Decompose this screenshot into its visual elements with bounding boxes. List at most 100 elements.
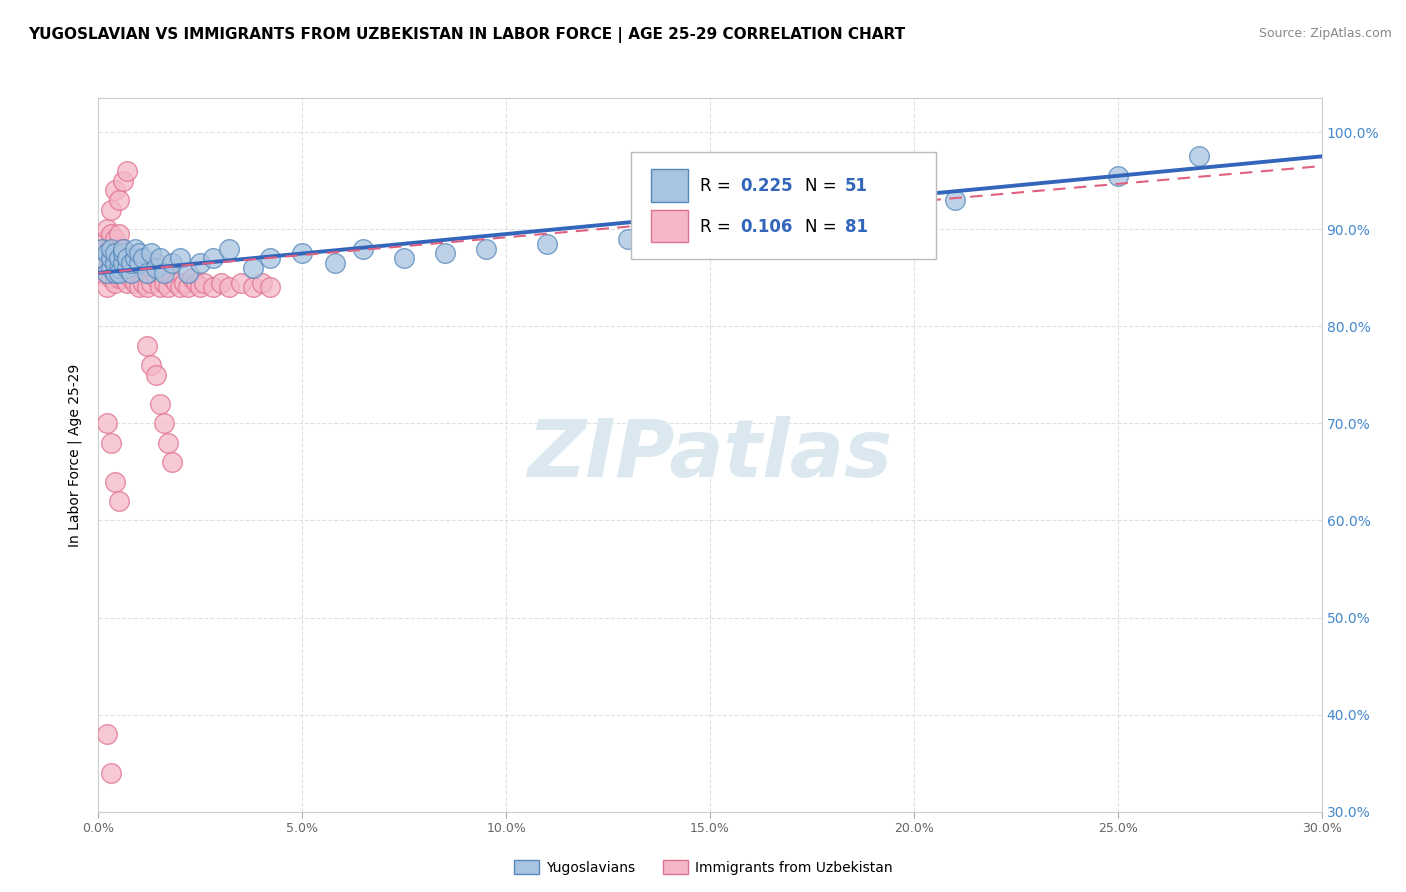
Point [128, 246, 150, 260]
Point [145, 368, 167, 382]
Point [218, 242, 240, 256]
Point [392, 252, 416, 266]
Text: N =: N = [806, 218, 842, 235]
Point [136, 266, 159, 280]
Point [96, 280, 118, 294]
Point [120, 256, 142, 270]
Point [136, 280, 159, 294]
Point [132, 252, 155, 266]
Point [96, 727, 118, 741]
Point [100, 252, 122, 266]
Point [132, 276, 155, 290]
Point [108, 252, 131, 266]
FancyBboxPatch shape [651, 169, 688, 202]
Point [108, 242, 131, 256]
Point [160, 455, 183, 469]
Point [96, 266, 118, 280]
Point [186, 276, 208, 290]
Point [91, 252, 114, 266]
Point [100, 765, 122, 780]
Point [141, 260, 163, 275]
Point [617, 232, 640, 246]
Point [231, 276, 253, 290]
Point [177, 280, 200, 294]
Text: R =: R = [700, 218, 737, 235]
Text: Source: ZipAtlas.com: Source: ZipAtlas.com [1258, 27, 1392, 40]
Point [96, 246, 118, 260]
Point [177, 266, 200, 280]
Point [100, 260, 122, 275]
Point [100, 270, 122, 285]
Point [120, 270, 142, 285]
Legend: Yugoslavians, Immigrants from Uzbekistan: Yugoslavians, Immigrants from Uzbekistan [508, 855, 898, 880]
Point [124, 252, 146, 266]
Point [181, 270, 204, 285]
Point [149, 252, 172, 266]
Point [111, 242, 134, 256]
Point [111, 174, 134, 188]
Point [145, 256, 167, 270]
Point [111, 270, 134, 285]
Point [96, 246, 118, 260]
Point [104, 256, 127, 270]
Text: 0.106: 0.106 [741, 218, 793, 235]
Point [323, 256, 346, 270]
Point [141, 276, 163, 290]
Point [136, 339, 159, 353]
Point [434, 246, 457, 260]
Point [104, 246, 127, 260]
Point [152, 266, 174, 280]
Point [100, 227, 122, 241]
Point [91, 242, 114, 256]
Point [145, 270, 167, 285]
Point [193, 276, 215, 290]
Point [128, 256, 150, 270]
Point [108, 260, 131, 275]
Point [108, 270, 131, 285]
Text: R =: R = [700, 177, 737, 194]
FancyBboxPatch shape [651, 211, 688, 243]
Point [108, 227, 131, 241]
Point [132, 260, 155, 275]
Point [100, 202, 122, 217]
Point [91, 252, 114, 266]
Point [145, 260, 167, 275]
Point [128, 252, 150, 266]
Point [242, 280, 264, 294]
Point [108, 494, 131, 508]
Point [100, 435, 122, 450]
Point [115, 260, 138, 275]
Point [136, 266, 159, 280]
Point [104, 475, 127, 489]
Point [188, 280, 212, 294]
Point [91, 266, 114, 280]
Text: YUGOSLAVIAN VS IMMIGRANTS FROM UZBEKISTAN IN LABOR FORCE | AGE 25-29 CORRELATION: YUGOSLAVIAN VS IMMIGRANTS FROM UZBEKISTA… [28, 27, 905, 43]
Point [111, 256, 134, 270]
Point [108, 266, 131, 280]
Point [100, 242, 122, 256]
Point [209, 276, 232, 290]
Point [188, 256, 212, 270]
Point [218, 280, 240, 294]
Point [250, 276, 273, 290]
Point [821, 212, 844, 227]
Point [96, 417, 118, 431]
Point [96, 232, 118, 246]
Text: 0.225: 0.225 [741, 177, 793, 194]
Point [152, 276, 174, 290]
Point [242, 260, 264, 275]
Point [100, 256, 122, 270]
Point [124, 260, 146, 275]
Point [104, 260, 127, 275]
Point [104, 246, 127, 260]
Point [160, 270, 183, 285]
Point [100, 236, 122, 251]
Y-axis label: In Labor Force | Age 25-29: In Labor Force | Age 25-29 [67, 363, 83, 547]
Point [291, 246, 314, 260]
Text: ZIPatlas: ZIPatlas [527, 416, 893, 494]
Point [124, 276, 146, 290]
Point [115, 252, 138, 266]
Point [115, 246, 138, 260]
Point [152, 417, 174, 431]
Point [115, 276, 138, 290]
